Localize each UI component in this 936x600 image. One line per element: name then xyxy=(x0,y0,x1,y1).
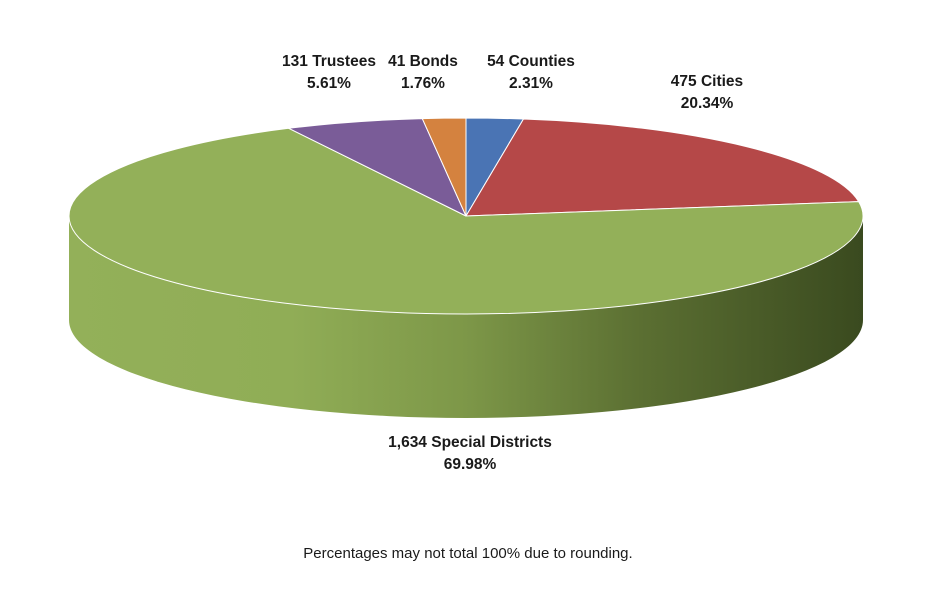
chart-footnote: Percentages may not total 100% due to ro… xyxy=(303,545,633,562)
pie-slice-trustees xyxy=(288,118,467,217)
slice-label-counties: 54 Counties 2.31% xyxy=(487,53,575,92)
pie-label-layer: 54 Counties 2.31% 475 Cities 20.34% 1,634 Sp… xyxy=(282,53,743,473)
pie-slice-special-districts xyxy=(68,127,864,315)
slice-label-bonds: 41 Bonds 1.76% xyxy=(388,53,458,92)
pie-side-layer xyxy=(69,216,863,418)
pie-slice-cities xyxy=(465,118,860,217)
slice-label-cities: 475 Cities 20.34% xyxy=(671,73,743,112)
pie-side-special-districts xyxy=(69,216,863,418)
pie-slice-bonds xyxy=(421,117,467,217)
pie-top-layer xyxy=(68,117,864,315)
slice-label-special-districts: 1,634 Special Districts 69.98% xyxy=(388,434,552,473)
slice-label-trustees: 131 Trustees 5.61% xyxy=(282,53,376,92)
